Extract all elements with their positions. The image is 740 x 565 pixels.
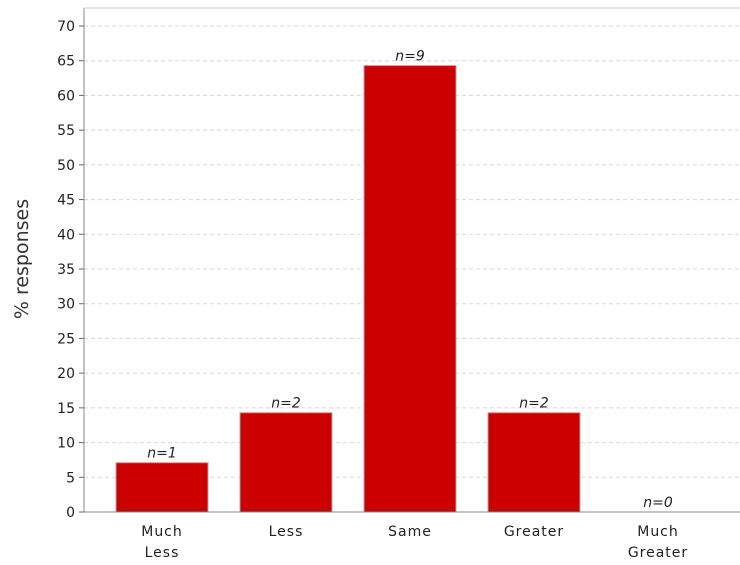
axes bbox=[79, 7, 740, 513]
y-tick-label: 5 bbox=[66, 470, 75, 486]
bar bbox=[363, 65, 457, 513]
bar-data-label: n=2 bbox=[271, 396, 301, 412]
y-tick-label: 40 bbox=[57, 227, 75, 243]
y-tick-label: 65 bbox=[57, 54, 75, 70]
x-category-label: Same bbox=[388, 524, 432, 540]
bar-data-label: n=0 bbox=[643, 495, 673, 511]
y-axis-title: % responses bbox=[11, 199, 33, 319]
x-category-label: Much Less bbox=[141, 524, 183, 561]
bars bbox=[115, 65, 581, 513]
bar-data-label: n=2 bbox=[519, 396, 549, 412]
bar bbox=[115, 462, 209, 513]
bar bbox=[487, 412, 581, 513]
gridlines bbox=[84, 25, 740, 478]
y-tick-label: 20 bbox=[57, 366, 75, 382]
x-category-label: Much Greater bbox=[628, 524, 688, 561]
y-tick-label: 45 bbox=[57, 193, 75, 209]
y-tick-label: 15 bbox=[57, 401, 75, 417]
y-tick-label: 25 bbox=[57, 331, 75, 347]
bar-data-label: n=1 bbox=[147, 446, 177, 462]
x-category-label: Greater bbox=[504, 524, 564, 540]
y-tick-label: 0 bbox=[66, 505, 75, 521]
bar-data-label: n=9 bbox=[395, 49, 425, 65]
x-category-label: Less bbox=[269, 524, 304, 540]
y-tick-label: 70 bbox=[57, 19, 75, 35]
y-tick-label: 35 bbox=[57, 262, 75, 278]
y-tick-label: 10 bbox=[57, 436, 75, 452]
y-tick-label: 55 bbox=[57, 123, 75, 139]
y-tick-label: 50 bbox=[57, 158, 75, 174]
y-tick-label: 30 bbox=[57, 297, 75, 313]
labels: 0 5 10 15 20 25 30 35 40 45 50 55 60 65 70 n=1 Much Less n… bbox=[57, 19, 688, 561]
y-tick-label: 60 bbox=[57, 88, 75, 104]
bar bbox=[239, 412, 333, 513]
